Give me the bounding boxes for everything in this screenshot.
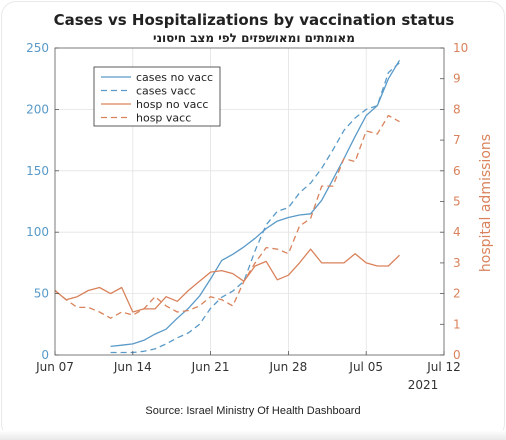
y-left-tick-label: 0	[41, 348, 49, 362]
y-right-tick-label: 6	[453, 164, 461, 178]
y-right-tick-label: 4	[453, 225, 461, 239]
x-tick-label: Jun 14	[113, 360, 152, 374]
source-caption: Source: Israel Ministry Of Health Dashbo…	[145, 405, 361, 417]
y-left-tick-label: 50	[34, 287, 49, 301]
y-left-tick-label: 250	[26, 41, 49, 55]
chart-subtitle: מאומתים ומאושפזים לפי מצב חיסוני	[153, 31, 355, 45]
chart-title: Cases vs Hospitalizations by vaccination…	[54, 11, 455, 29]
y-left-tick-label: 150	[26, 164, 49, 178]
y-right-axis-label: hospital admissions	[478, 134, 494, 272]
x-axis: Jun 07 Jun 14 Jun 21 Jun 28 Jul 05 Jul 12	[35, 351, 461, 374]
y-left-tick-label: 100	[26, 225, 49, 239]
legend-label: hosp vacc	[136, 112, 191, 125]
series-line-hosp-vacc	[54, 114, 400, 319]
series-line-cases-no-vacc	[110, 59, 401, 348]
x-tick-label: Jul 12	[426, 360, 461, 374]
x-tick-label: Jun 28	[268, 360, 307, 374]
y-right-tick-label: 1	[453, 317, 461, 331]
y-right-tick-label: 7	[453, 133, 461, 147]
series-line-hosp-no-vacc	[54, 248, 400, 313]
x-tick-label: Jul 05	[348, 360, 383, 374]
x-tick-label: Jun 21	[191, 360, 230, 374]
series-layer	[54, 59, 401, 354]
y-right-tick-label: 3	[453, 256, 461, 270]
y-axis-left: 0 50 100 150 200 250	[26, 41, 59, 362]
y-right-tick-label: 0	[453, 348, 461, 362]
legend-label: cases vacc	[136, 85, 196, 98]
y-right-tick-label: 9	[453, 72, 461, 86]
x-year-label: 2021	[408, 378, 439, 392]
y-left-tick-label: 200	[26, 102, 49, 116]
x-tick-label: Jun 07	[35, 360, 74, 374]
y-right-tick-label: 5	[453, 195, 461, 209]
series-line-cases-vacc	[110, 62, 400, 354]
legend-label: hosp no vacc	[136, 98, 208, 111]
y-axis-right: 0 1 2 3 4 5 6 7 8 9 10	[440, 41, 468, 362]
legend-label: cases no vacc	[136, 71, 213, 84]
y-right-tick-label: 10	[453, 41, 468, 55]
y-right-tick-label: 8	[453, 102, 461, 116]
y-right-tick-label: 2	[453, 287, 461, 301]
bottom-edge	[0, 430, 506, 440]
